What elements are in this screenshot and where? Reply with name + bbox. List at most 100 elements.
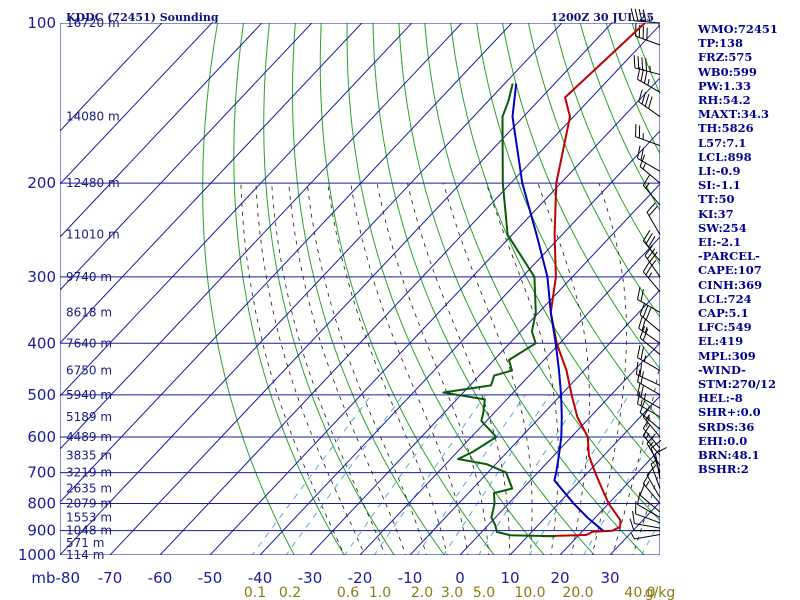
isotherm-line: [109, 23, 613, 555]
wind-barb-half-flag: [644, 326, 648, 334]
wind-barb-shaft: [638, 327, 661, 344]
index-item: FRZ:575: [698, 50, 753, 65]
wind-barb-flag: [639, 483, 646, 496]
index-item: HEL:-8: [698, 391, 743, 406]
mixing-ratio-label: 5.0: [473, 585, 495, 600]
isotherm-line: [60, 23, 313, 291]
mixing-ratio-line: [285, 394, 404, 555]
dry-adiabat-line: [263, 23, 395, 555]
wind-barb-flag: [635, 361, 639, 375]
dry-adiabat-line: [346, 23, 545, 555]
temperature-tick-label: -40: [248, 569, 273, 587]
mixing-ratio-label: 10.0: [514, 585, 545, 600]
wind-barb-flag: [634, 8, 639, 22]
index-item: WMO:72451: [698, 22, 778, 36]
temperature-tick-label: -70: [98, 569, 123, 587]
wind-barb-flag: [639, 363, 643, 377]
temperature-tick-label: -20: [348, 569, 373, 587]
isotherm-line: [409, 289, 660, 555]
wind-barb-shaft: [637, 403, 661, 418]
wind-barb: [646, 202, 661, 235]
wind-barb-half-flag: [645, 414, 650, 421]
wind-barb-flag: [655, 447, 667, 454]
height-label: 3219 m: [66, 466, 112, 480]
wind-barb-shaft: [646, 474, 661, 498]
wind-barb-half-flag: [645, 432, 650, 439]
wind-barb-shaft: [634, 533, 661, 540]
wind-barb: [636, 391, 661, 418]
wind-barb-shaft: [639, 314, 661, 332]
index-item: LCL:724: [698, 291, 752, 306]
wind-barb-flag: [645, 263, 653, 276]
wind-barb: [636, 369, 661, 396]
index-item: STM:270/12: [698, 377, 777, 392]
moist-adiabat-line: [306, 183, 427, 555]
pressure-tick-label: 1000: [18, 546, 56, 564]
wind-barb-flag: [642, 260, 651, 273]
wind-barb: [639, 302, 661, 332]
wind-barb-shaft: [637, 357, 661, 371]
height-label: 2079 m: [66, 496, 112, 510]
wind-barb: [636, 145, 661, 172]
wind-barbs: [629, 8, 667, 540]
wind-barb-flag: [630, 8, 635, 21]
wind-barb: [635, 23, 661, 46]
mixing-ratio-line: [528, 394, 630, 555]
isotherm-line: [60, 23, 563, 555]
height-label: 7640 m: [66, 336, 112, 350]
wind-barb-flag: [643, 70, 648, 84]
index-item: LI:-0.9: [698, 164, 741, 179]
temperature-tick-label: -10: [398, 569, 423, 587]
wind-barb-shaft: [642, 184, 661, 206]
height-label: 12480 m: [66, 176, 120, 190]
temperature-trace: [541, 23, 646, 538]
wind-barb-half-flag: [640, 399, 643, 406]
mixing-ratio-label: 0.6: [337, 585, 359, 600]
isotherm-line: [359, 236, 660, 555]
height-label: 2635 m: [66, 482, 112, 496]
wind-barb-flag: [650, 439, 662, 449]
index-item: BRN:48.1: [698, 448, 760, 463]
wind-barb: [635, 124, 661, 147]
wind-barb-half-flag: [645, 182, 650, 189]
moist-adiabat-line: [443, 182, 533, 555]
pressure-tick-label: 700: [27, 464, 56, 482]
wind-barb: [642, 406, 661, 438]
index-item: SW:254: [698, 220, 747, 235]
mixing-ratio-line: [478, 394, 583, 555]
isotherm-line: [459, 342, 660, 555]
index-item: CAP:5.1: [698, 306, 749, 321]
wind-barb-shaft: [642, 483, 661, 504]
wind-barb-half-flag: [643, 355, 647, 362]
mixing-ratio-line: [416, 394, 526, 555]
wind-barb-flag: [642, 424, 651, 436]
index-item: CAPE:107: [698, 263, 762, 278]
height-label: 8618 m: [66, 305, 112, 319]
wind-barb: [638, 89, 661, 118]
index-item: SRDS:36: [698, 419, 755, 434]
moist-adiabat-line: [271, 183, 386, 555]
wind-barb-flag: [640, 288, 644, 302]
isotherm-line: [60, 23, 463, 450]
temperature-tick-label: -60: [148, 569, 173, 587]
wind-barb: [639, 483, 661, 513]
temperature-tick-label: mb-80: [31, 569, 80, 587]
wind-barb-flag: [644, 245, 654, 256]
wind-barb: [636, 345, 661, 371]
moist-adiabat-line: [376, 183, 490, 555]
height-label: 4489 m: [66, 430, 112, 444]
wind-barb-half-flag: [642, 162, 646, 170]
sounding-time: 1200Z 30 JUL 25: [551, 11, 654, 24]
wind-barb: [639, 400, 661, 430]
index-item: MAXT:34.3: [698, 107, 769, 122]
wind-barb-flag: [645, 307, 652, 321]
height-label: 14080 m: [66, 110, 120, 124]
wind-barb-flag: [638, 9, 643, 22]
wind-barb-shaft: [639, 337, 661, 355]
height-label: 9740 m: [66, 270, 112, 284]
background-lines: [60, 23, 660, 555]
index-item: BSHR:2: [698, 462, 749, 477]
pressure-tick-label: 500: [27, 386, 56, 404]
wind-barb-shaft: [634, 20, 661, 24]
mixing-ratio-label: 0.2: [279, 585, 301, 600]
